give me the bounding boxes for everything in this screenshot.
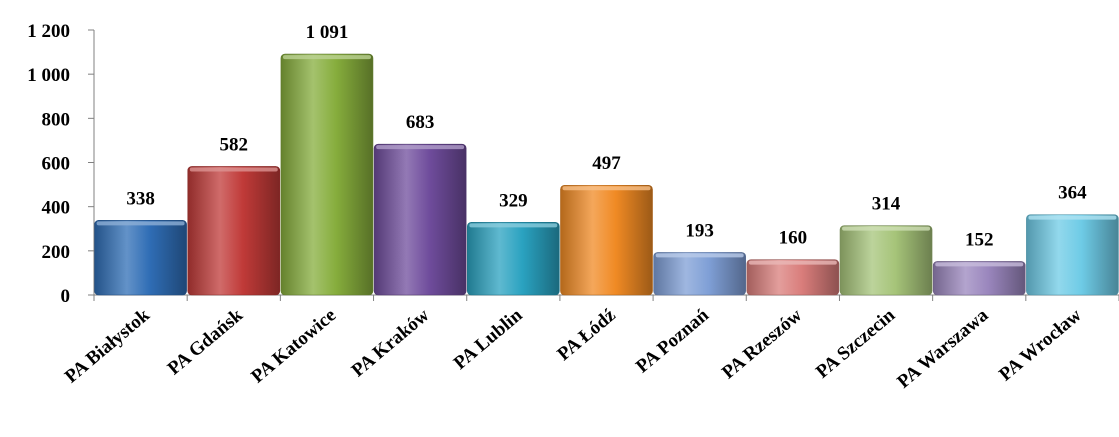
chart-data-labels: 338 582 1 091 683 329 497 193 160 314 152 364 xyxy=(126,22,1087,250)
category-label: PA Kraków xyxy=(348,305,434,382)
bar xyxy=(839,225,933,296)
data-label: 582 xyxy=(220,134,249,155)
y-tick-label: 1 200 xyxy=(27,21,70,42)
bar-highlight xyxy=(96,221,185,226)
data-label: 1 091 xyxy=(306,22,349,43)
bar xyxy=(94,220,187,296)
bar xyxy=(280,53,374,296)
bar xyxy=(187,166,281,296)
bar-highlight xyxy=(469,223,558,228)
category-label: PA Poznań xyxy=(632,304,713,377)
category-label: PA Rzeszów xyxy=(718,305,806,384)
category-label: PA Gdańsk xyxy=(164,304,248,379)
data-label: 329 xyxy=(499,190,528,211)
data-label: 683 xyxy=(406,112,435,133)
y-tick-label: 600 xyxy=(42,154,71,175)
chart-category-labels: PA Białystok PA Gdańsk PA Katowice PA Krakó… xyxy=(61,304,1086,392)
data-label: 338 xyxy=(126,188,155,209)
bar-highlight xyxy=(748,260,837,265)
y-tick-label: 800 xyxy=(42,109,71,130)
y-tick-label: 400 xyxy=(42,198,71,219)
category-label: PA Białystok xyxy=(61,304,154,387)
bar xyxy=(932,261,1026,296)
category-label: PA Wrocław xyxy=(995,305,1086,386)
bar xyxy=(1026,214,1119,296)
bar-highlight xyxy=(655,253,744,258)
data-label: 152 xyxy=(965,229,994,250)
bar xyxy=(467,222,560,296)
chart-bars xyxy=(94,53,1119,296)
category-label: PA Lublin xyxy=(450,304,527,373)
bar xyxy=(653,252,746,296)
category-label: PA Katowice xyxy=(247,305,340,388)
category-label: PA Warszawa xyxy=(893,304,992,392)
bar xyxy=(746,259,840,296)
bar-highlight xyxy=(1028,215,1117,220)
data-label: 497 xyxy=(592,153,621,174)
data-label: 364 xyxy=(1058,183,1087,204)
data-label: 193 xyxy=(685,220,714,241)
bar-highlight xyxy=(562,186,651,191)
y-tick-label: 0 xyxy=(61,286,71,307)
data-label: 160 xyxy=(779,228,808,249)
category-label: PA Szczecin xyxy=(812,304,900,382)
y-tick-label: 1 000 xyxy=(27,65,70,86)
bar-highlight xyxy=(282,55,371,60)
bar xyxy=(560,184,653,296)
bar-highlight xyxy=(189,167,278,172)
y-tick-label: 200 xyxy=(42,242,71,263)
category-label: PA Łódź xyxy=(554,304,621,365)
bar-highlight xyxy=(376,145,465,150)
bar xyxy=(373,143,467,296)
data-label: 314 xyxy=(872,194,901,215)
bar-highlight xyxy=(842,226,931,231)
bar-highlight xyxy=(935,262,1024,267)
